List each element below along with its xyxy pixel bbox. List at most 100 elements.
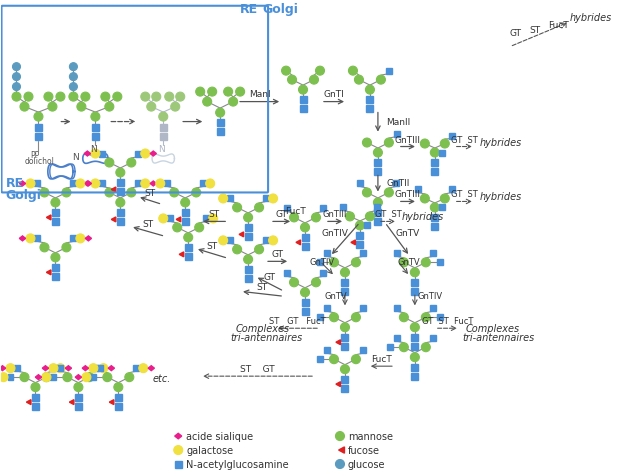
Bar xyxy=(217,129,224,136)
Polygon shape xyxy=(86,237,91,241)
Bar xyxy=(364,223,370,229)
Circle shape xyxy=(421,258,430,267)
Circle shape xyxy=(12,93,21,102)
Bar xyxy=(324,306,330,312)
Circle shape xyxy=(289,278,298,287)
Polygon shape xyxy=(176,218,181,222)
Circle shape xyxy=(349,67,358,76)
Circle shape xyxy=(127,159,136,168)
Bar xyxy=(412,334,419,341)
Bar xyxy=(50,366,57,371)
Polygon shape xyxy=(86,182,91,187)
Bar xyxy=(302,234,309,241)
Text: ST   GT   FucT: ST GT FucT xyxy=(269,317,326,326)
Bar xyxy=(437,315,443,320)
Text: Golgi: Golgi xyxy=(262,3,298,16)
Circle shape xyxy=(77,103,86,112)
Text: N: N xyxy=(91,144,97,153)
Bar xyxy=(263,196,269,202)
Circle shape xyxy=(233,204,242,212)
Bar xyxy=(159,134,167,141)
Circle shape xyxy=(141,93,150,102)
Text: GnTV: GnTV xyxy=(395,229,419,238)
Circle shape xyxy=(48,103,57,112)
Polygon shape xyxy=(26,400,31,405)
Text: GnTIII: GnTIII xyxy=(395,190,421,199)
Text: FucT: FucT xyxy=(371,355,392,363)
Circle shape xyxy=(195,223,204,232)
Polygon shape xyxy=(69,400,74,405)
Circle shape xyxy=(147,103,156,112)
Bar xyxy=(341,343,349,350)
Circle shape xyxy=(56,364,65,373)
Bar xyxy=(117,188,124,196)
Circle shape xyxy=(181,198,190,208)
Circle shape xyxy=(376,76,385,85)
Text: ST: ST xyxy=(142,220,153,229)
Circle shape xyxy=(354,76,363,85)
Bar xyxy=(374,205,380,211)
Circle shape xyxy=(329,313,338,322)
Bar xyxy=(341,385,349,392)
Bar xyxy=(115,394,122,401)
Circle shape xyxy=(116,198,125,208)
Text: RE: RE xyxy=(6,177,24,190)
Bar xyxy=(360,306,366,312)
Circle shape xyxy=(69,93,78,102)
Polygon shape xyxy=(339,447,345,453)
Bar xyxy=(35,125,42,132)
Bar xyxy=(92,134,99,141)
Circle shape xyxy=(365,86,374,95)
Bar xyxy=(341,334,349,341)
Circle shape xyxy=(219,237,228,245)
Polygon shape xyxy=(179,252,184,257)
Circle shape xyxy=(410,268,419,277)
Circle shape xyxy=(76,179,85,188)
Text: Complexes: Complexes xyxy=(466,324,520,334)
Text: GnTIII: GnTIII xyxy=(395,135,421,144)
Text: GnTIV: GnTIV xyxy=(310,258,335,266)
Circle shape xyxy=(156,179,165,188)
Circle shape xyxy=(341,323,349,332)
Bar xyxy=(412,279,419,286)
Text: GT  ST  FucT: GT ST FucT xyxy=(422,317,473,326)
Circle shape xyxy=(421,313,430,322)
Bar xyxy=(317,315,323,320)
Circle shape xyxy=(139,364,148,373)
Circle shape xyxy=(309,76,318,85)
Bar xyxy=(394,336,400,341)
Text: GT: GT xyxy=(271,250,284,259)
Bar xyxy=(100,181,105,187)
Polygon shape xyxy=(336,382,341,387)
Text: GnTI: GnTI xyxy=(323,89,345,99)
Circle shape xyxy=(269,237,278,245)
Polygon shape xyxy=(351,240,356,245)
Circle shape xyxy=(103,373,112,382)
Circle shape xyxy=(399,313,408,322)
Bar xyxy=(449,187,455,193)
Circle shape xyxy=(42,373,51,382)
Circle shape xyxy=(336,432,345,441)
Bar xyxy=(227,238,233,244)
Circle shape xyxy=(385,139,394,148)
Circle shape xyxy=(192,188,201,198)
Bar xyxy=(437,260,443,266)
Circle shape xyxy=(206,179,215,188)
Bar xyxy=(412,364,419,371)
Bar xyxy=(244,233,251,240)
Bar xyxy=(175,461,182,467)
Polygon shape xyxy=(148,366,154,371)
Bar xyxy=(284,206,290,212)
Circle shape xyxy=(171,103,180,112)
Text: GT  ST: GT ST xyxy=(451,190,478,199)
Circle shape xyxy=(24,93,33,102)
Bar xyxy=(367,97,374,104)
Bar xyxy=(356,232,363,239)
Circle shape xyxy=(20,373,29,382)
Text: GT: GT xyxy=(510,29,521,38)
Polygon shape xyxy=(65,366,71,371)
Text: GnTV: GnTV xyxy=(397,258,420,266)
Bar xyxy=(394,306,400,312)
Bar xyxy=(284,271,290,277)
Bar xyxy=(185,244,192,251)
